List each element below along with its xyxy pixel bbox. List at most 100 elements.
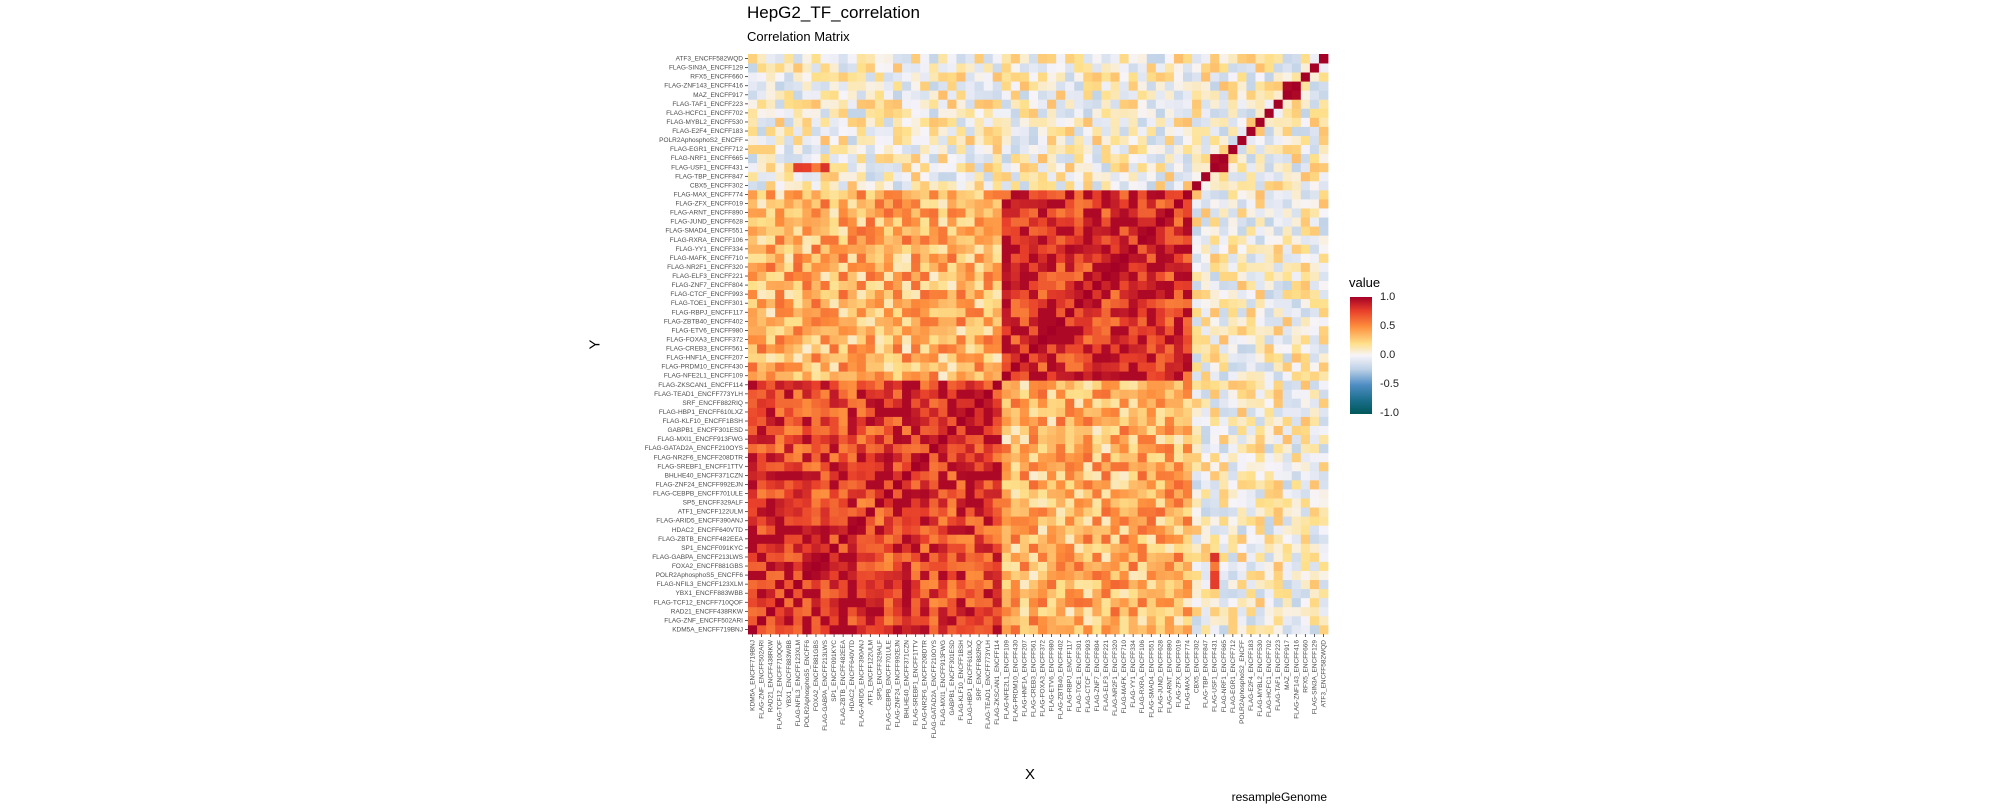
- heatmap-cell: [911, 54, 921, 64]
- heatmap-cell: [748, 117, 758, 127]
- heatmap-cell: [1155, 199, 1166, 209]
- heatmap-cell: [1237, 380, 1247, 390]
- heatmap-cell: [1047, 362, 1057, 372]
- heatmap-cell: [1264, 217, 1275, 227]
- heatmap-cell: [784, 307, 794, 318]
- heatmap-cell: [784, 171, 794, 182]
- heatmap-cell: [1264, 489, 1275, 499]
- heatmap-cell: [1282, 398, 1293, 408]
- heatmap-cell: [748, 90, 758, 100]
- heatmap-cell: [956, 90, 966, 100]
- heatmap-cell: [1146, 579, 1157, 590]
- heatmap-cell: [802, 298, 812, 309]
- heatmap-cell: [920, 189, 930, 200]
- heatmap-cell: [992, 498, 1003, 508]
- heatmap-cell: [965, 307, 975, 318]
- heatmap-cell: [1074, 561, 1084, 571]
- heatmap-cell: [775, 534, 785, 544]
- heatmap-cell: [784, 316, 794, 327]
- heatmap-cell: [911, 579, 921, 590]
- heatmap-cell: [911, 606, 921, 617]
- heatmap-cell: [992, 208, 1003, 218]
- heatmap-cell: [938, 489, 948, 499]
- heatmap-cell: [1137, 199, 1148, 209]
- heatmap-cell: [929, 507, 939, 517]
- heatmap-cell: [775, 434, 785, 445]
- heatmap-cell: [1255, 226, 1265, 236]
- heatmap-cell: [965, 208, 975, 218]
- heatmap-cell: [1074, 325, 1084, 336]
- heatmap-cell: [1309, 99, 1320, 109]
- heatmap-cell: [1201, 189, 1211, 200]
- heatmap-cell: [1074, 362, 1084, 372]
- heatmap-cell: [829, 615, 840, 626]
- heatmap-cell: [847, 570, 858, 581]
- heatmap-cell: [893, 135, 903, 146]
- heatmap-cell: [1019, 407, 1030, 417]
- heatmap-cell: [829, 253, 840, 263]
- heatmap-cell: [1237, 389, 1247, 399]
- heatmap-cell: [1019, 135, 1030, 146]
- heatmap-cell: [1146, 344, 1157, 354]
- heatmap-cell: [974, 126, 985, 136]
- heatmap-cell: [1101, 289, 1111, 300]
- heatmap-cell: [775, 226, 785, 236]
- heatmap-cell: [1047, 99, 1057, 109]
- heatmap-cell: [1028, 307, 1039, 318]
- heatmap-cell: [1246, 171, 1256, 182]
- heatmap-cell: [974, 416, 985, 426]
- heatmap-cell: [1255, 135, 1265, 146]
- heatmap-cell: [1001, 434, 1012, 445]
- y-tick-label: FLAG-JUND_ENCFF628: [670, 219, 743, 226]
- heatmap-cell: [956, 72, 966, 82]
- heatmap-cell: [1119, 389, 1130, 399]
- heatmap-cell: [965, 470, 975, 481]
- heatmap-cell: [1010, 606, 1021, 617]
- heatmap-cell: [893, 54, 903, 64]
- heatmap-cell: [838, 371, 849, 381]
- heatmap-cell: [838, 162, 849, 173]
- heatmap-cell: [1028, 516, 1039, 526]
- heatmap-cell: [1164, 624, 1175, 635]
- heatmap-cell: [1264, 244, 1275, 254]
- heatmap-cell: [911, 280, 921, 291]
- heatmap-cell: [1110, 570, 1120, 581]
- heatmap-cell: [757, 54, 767, 64]
- x-tick-label: FLAG-GABPA_ENCFF213LWS: [822, 639, 829, 730]
- heatmap-cell: [1255, 189, 1265, 200]
- heatmap-cell: [1210, 362, 1220, 372]
- heatmap-cell: [1228, 353, 1238, 363]
- heatmap-cell: [847, 162, 858, 173]
- heatmap-cell: [874, 271, 885, 281]
- heatmap-cell: [1228, 226, 1238, 236]
- heatmap-cell: [856, 54, 867, 64]
- heatmap-cell: [938, 307, 948, 318]
- heatmap-cell: [929, 534, 939, 544]
- heatmap-cell: [1047, 72, 1057, 82]
- heatmap-cell: [748, 398, 758, 408]
- heatmap-cell: [965, 606, 975, 617]
- heatmap-cell: [838, 525, 849, 535]
- heatmap-cell: [1237, 461, 1247, 472]
- x-tick-label: HDAC2_ENCFF640VTD: [849, 640, 856, 711]
- heatmap-cell: [1083, 325, 1093, 336]
- heatmap-cell: [983, 561, 994, 571]
- heatmap-cell: [793, 180, 803, 191]
- heatmap-cell: [1219, 597, 1229, 608]
- x-tick-label: RFX5_ENCFF660: [1302, 640, 1309, 693]
- heatmap-cell: [1065, 416, 1075, 426]
- heatmap-cell: [1183, 81, 1193, 91]
- heatmap-cell: [1318, 498, 1329, 508]
- heatmap-cell: [1164, 126, 1175, 136]
- heatmap-cell: [1173, 126, 1184, 136]
- heatmap-cell: [1264, 307, 1275, 318]
- heatmap-cell: [947, 489, 957, 499]
- heatmap-cell: [929, 570, 939, 581]
- heatmap-cell: [883, 543, 894, 553]
- heatmap-cell: [947, 298, 957, 309]
- x-tick-label: FLAG-CTCF_ENCFF993: [1085, 640, 1092, 713]
- heatmap-cell: [1192, 416, 1202, 426]
- heatmap-cell: [1255, 262, 1265, 272]
- heatmap-cell: [902, 606, 912, 617]
- heatmap-cell: [802, 54, 812, 64]
